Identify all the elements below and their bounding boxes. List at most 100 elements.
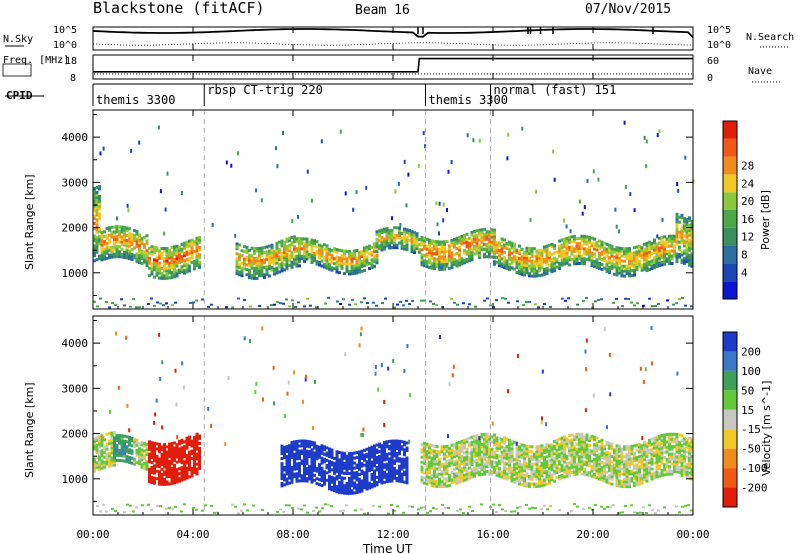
echo-cell xyxy=(538,474,541,478)
echo-cell xyxy=(305,247,309,251)
echo-cell xyxy=(503,250,506,254)
echo-cell xyxy=(550,450,554,454)
echo-cell xyxy=(568,246,571,249)
echo-cell xyxy=(280,259,284,263)
echo-cell xyxy=(668,254,671,258)
range-tick-label: 3000 xyxy=(62,176,89,189)
ground-scatter-cell xyxy=(147,303,150,305)
echo-cell xyxy=(158,462,161,466)
echo-cell xyxy=(590,464,594,468)
echo-cell xyxy=(455,247,459,250)
echo-cell xyxy=(610,472,614,476)
echo-cell xyxy=(648,471,651,475)
echo-cell xyxy=(310,243,314,247)
echo-cell xyxy=(513,267,516,271)
echo-cell xyxy=(583,435,586,439)
echo-cell xyxy=(495,466,499,470)
ground-scatter-cell xyxy=(420,299,423,302)
echo-cell xyxy=(335,467,339,471)
scatter-cell xyxy=(623,120,626,125)
echo-cell xyxy=(663,463,666,467)
echo-cell xyxy=(675,460,679,464)
echo-cell xyxy=(598,477,601,481)
echo-cell xyxy=(103,465,106,469)
echo-cell xyxy=(660,439,664,443)
echo-cell xyxy=(373,254,376,258)
echo-cell xyxy=(623,460,626,464)
scatter-cell xyxy=(436,222,439,227)
scatter-cell xyxy=(164,207,167,212)
echo-cell xyxy=(180,441,184,445)
echo-cell xyxy=(593,468,596,471)
echo-cell xyxy=(305,454,309,458)
echo-cell xyxy=(688,256,691,260)
echo-cell xyxy=(603,444,606,448)
echo-cell xyxy=(370,465,374,469)
echo-cell xyxy=(378,229,381,233)
echo-cell xyxy=(643,242,646,246)
echo-cell xyxy=(398,442,401,446)
colorbar-swatch xyxy=(723,263,737,282)
echo-cell xyxy=(628,259,631,263)
echo-cell xyxy=(425,482,429,486)
echo-cell xyxy=(160,252,164,255)
echo-cell xyxy=(685,217,689,221)
echo-cell xyxy=(608,474,611,478)
echo-cell xyxy=(385,472,389,476)
echo-cell xyxy=(313,251,316,255)
echo-cell xyxy=(98,254,101,258)
echo-cell xyxy=(145,448,149,451)
power-colorbar-tick: 12 xyxy=(741,231,754,244)
echo-cell xyxy=(673,254,676,258)
echo-cell xyxy=(518,452,521,456)
echo-cell xyxy=(445,469,449,473)
echo-cell xyxy=(470,458,474,462)
echo-cell xyxy=(610,254,614,258)
echo-cell xyxy=(523,263,526,267)
echo-cell xyxy=(658,474,661,478)
echo-cell xyxy=(680,216,684,220)
echo-cell xyxy=(423,476,426,480)
echo-cell xyxy=(565,454,569,458)
echo-cell xyxy=(388,236,391,240)
echo-cell xyxy=(123,238,126,242)
echo-cell xyxy=(540,466,544,470)
echo-cell xyxy=(560,436,564,440)
echo-cell xyxy=(610,460,614,464)
echo-cell xyxy=(435,455,439,459)
echo-cell xyxy=(500,262,504,266)
echo-cell xyxy=(293,245,296,249)
echo-cell xyxy=(668,249,671,253)
echo-cell xyxy=(105,452,109,456)
echo-cell xyxy=(343,262,346,266)
echo-cell xyxy=(338,248,341,252)
echo-cell xyxy=(148,452,151,456)
echo-cell xyxy=(333,486,336,490)
echo-cell xyxy=(385,445,389,449)
echo-cell xyxy=(368,464,371,468)
echo-cell xyxy=(393,474,396,478)
echo-cell xyxy=(620,455,624,459)
echo-cell xyxy=(523,484,526,487)
echo-cell xyxy=(540,248,544,252)
echo-cell xyxy=(95,243,99,247)
echo-cell xyxy=(465,475,469,479)
echo-cell xyxy=(148,261,151,265)
echo-cell xyxy=(380,446,384,450)
echo-cell xyxy=(455,471,459,475)
echo-cell xyxy=(603,479,606,483)
echo-cell xyxy=(620,472,624,476)
echo-cell xyxy=(100,454,104,458)
echo-cell xyxy=(193,463,196,467)
echo-cell xyxy=(463,476,466,480)
echo-cell xyxy=(505,467,509,471)
echo-cell xyxy=(463,258,466,262)
echo-cell xyxy=(315,477,319,481)
echo-cell xyxy=(578,442,581,446)
echo-cell xyxy=(685,252,689,256)
echo-cell xyxy=(668,452,671,456)
echo-cell xyxy=(575,442,579,446)
echo-cell xyxy=(540,444,544,448)
echo-cell xyxy=(348,472,351,475)
echo-cell xyxy=(513,247,516,251)
